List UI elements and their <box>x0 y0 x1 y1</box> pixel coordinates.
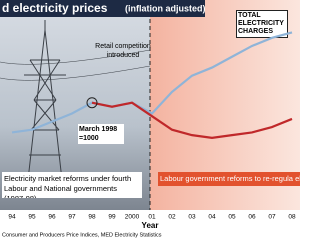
x-tick-label: 02 <box>168 214 176 221</box>
period-label: Electricity market reforms under fourth … <box>2 172 142 198</box>
x-tick-label: 2000 <box>125 214 140 221</box>
source: Consumer and Producers Price Indices, ME… <box>2 232 162 238</box>
period-box: Electricity market reforms under fourth … <box>2 172 142 198</box>
legend-box: TOTAL ELECTRICITY CHARGES <box>236 10 288 38</box>
annotation: Retail competition introduced <box>95 43 151 59</box>
x-tick-label: 04 <box>208 214 216 221</box>
x-tick-label: 05 <box>228 214 236 221</box>
series-line <box>91 101 293 139</box>
chart-title: d electricity prices <box>2 1 108 15</box>
x-tick-label: 99 <box>108 214 116 221</box>
pylon <box>0 20 151 181</box>
x-tick-label: 98 <box>88 214 96 221</box>
x-tick-label: 94 <box>8 214 16 221</box>
annotation-box: March 1998 =1000 <box>78 124 124 144</box>
x-tick-label: 01 <box>148 214 156 221</box>
x-tick-label: 95 <box>28 214 36 221</box>
x-tick-label: 03 <box>188 214 196 221</box>
x-tick-label: 08 <box>288 214 296 221</box>
x-tick-label: 97 <box>68 214 76 221</box>
annotation: March 1998 =1000 <box>78 124 124 144</box>
axis-band <box>0 210 300 240</box>
x-tick-label: 96 <box>48 214 56 221</box>
period-label: Labour government reforms to re-regula e… <box>158 172 300 186</box>
chart-subtitle: (inflation adjusted) <box>125 3 206 13</box>
x-tick-label: 07 <box>268 214 276 221</box>
title-bar <box>0 0 205 17</box>
x-axis-label: Year <box>142 221 159 230</box>
chart: d electricity prices (inflation adjusted… <box>0 0 300 240</box>
series-line <box>11 31 293 134</box>
base-marker <box>86 97 98 109</box>
x-tick-label: 06 <box>248 214 256 221</box>
legend-entry: TOTAL ELECTRICITY CHARGES <box>236 10 288 38</box>
period-box: Labour government reforms to re-regula e… <box>158 172 300 186</box>
annotation-box: Retail competition introduced <box>95 43 151 59</box>
